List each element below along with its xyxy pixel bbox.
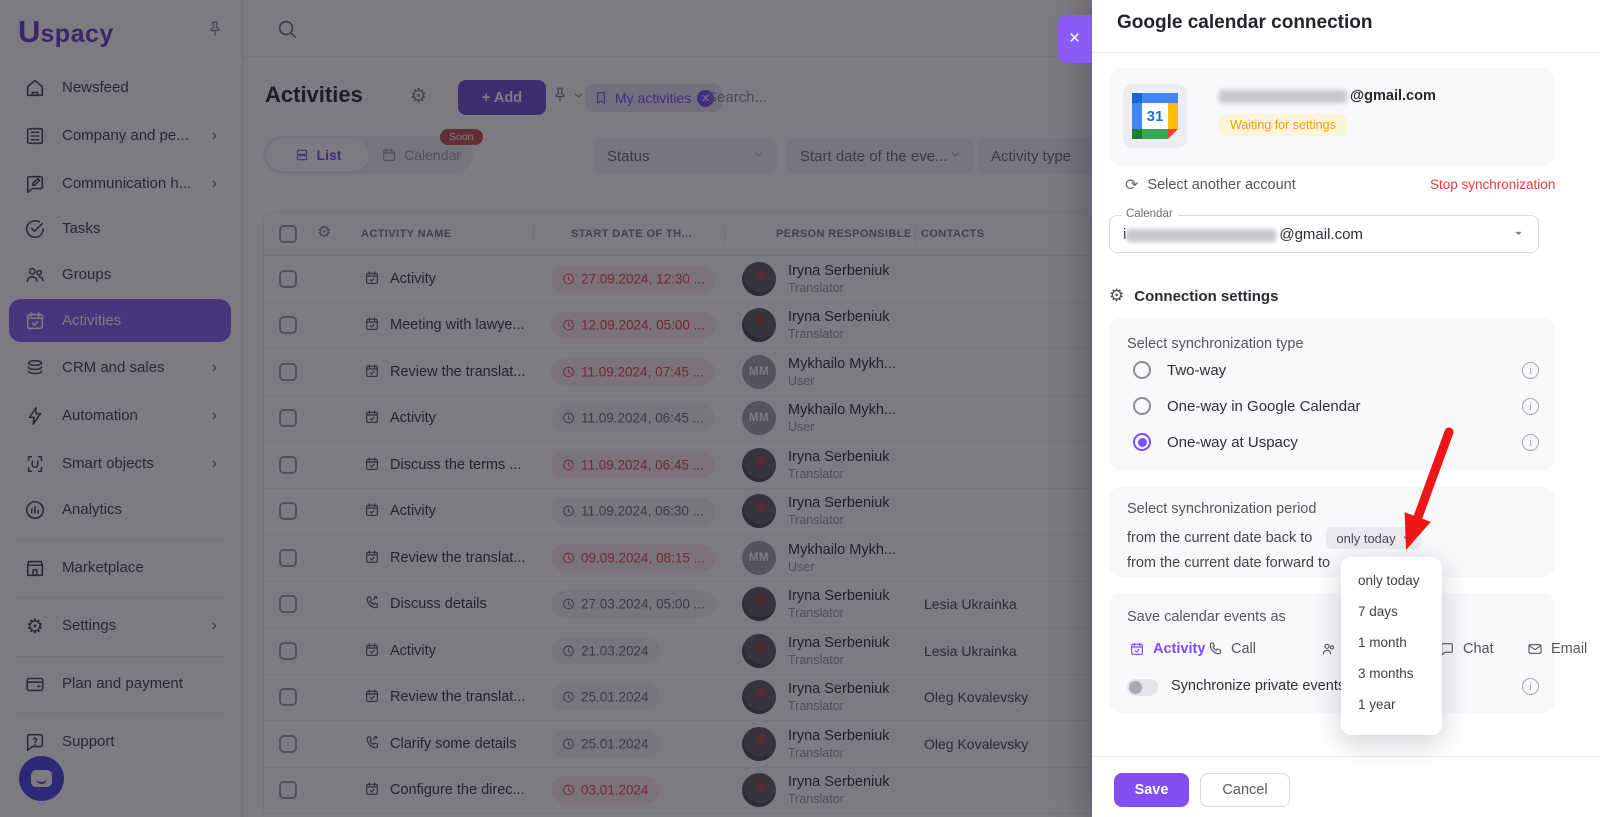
radio-icon — [1133, 397, 1151, 415]
divider — [1092, 52, 1600, 53]
close-panel-button[interactable]: × — [1057, 15, 1092, 63]
menu-item-7-days[interactable]: 7 days — [1358, 604, 1398, 619]
envelope-icon — [1528, 644, 1542, 654]
radio-icon — [1133, 361, 1151, 379]
radio-one-way-google[interactable]: One-way in Google Calendar — [1133, 397, 1360, 415]
account-email: @gmail.com — [1219, 88, 1436, 104]
radio-one-way-uspacy[interactable]: One-way at Uspacy — [1133, 433, 1298, 451]
menu-item-1-year[interactable]: 1 year — [1358, 697, 1396, 712]
period-back-row: from the current date back to only today — [1127, 527, 1421, 549]
people-icon — [1322, 643, 1335, 655]
redacted-text — [1126, 228, 1277, 242]
card-label: Save calendar events as — [1127, 609, 1286, 625]
private-events-toggle[interactable] — [1127, 679, 1158, 696]
info-icon[interactable]: i — [1522, 398, 1539, 415]
save-button[interactable]: Save — [1114, 773, 1189, 807]
close-icon: × — [1068, 28, 1081, 49]
sync-icon: ⟳ — [1125, 175, 1139, 194]
logo-number: 31 — [1142, 103, 1168, 129]
button-label: Select another account — [1147, 176, 1296, 193]
info-icon[interactable]: i — [1522, 678, 1539, 695]
menu-item-1-month[interactable]: 1 month — [1358, 635, 1407, 650]
stop-synchronization-button[interactable]: Stop synchronization — [1430, 177, 1556, 192]
selected-value: only today — [1336, 530, 1396, 546]
tab-call[interactable]: Call — [1207, 641, 1256, 657]
toggle-label: Synchronize private events — [1171, 678, 1346, 694]
google-calendar-panel: Google calendar connection 31 @gmail.com… — [1092, 0, 1600, 817]
radio-selected-icon — [1133, 433, 1151, 451]
calendar-select[interactable]: Calendar i @gmail.com — [1109, 208, 1539, 253]
divider — [1092, 756, 1600, 757]
info-icon[interactable]: i — [1522, 362, 1539, 379]
gear-icon: ⚙ — [1109, 286, 1125, 306]
modal-overlay[interactable] — [0, 0, 1092, 817]
chat-icon — [1441, 643, 1453, 656]
panel-title: Google calendar connection — [1117, 12, 1373, 33]
save-events-card: Save calendar events as Activity Call I … — [1109, 593, 1587, 713]
calendar-icon — [1131, 642, 1143, 655]
tab-chat[interactable]: Chat — [1439, 641, 1494, 657]
period-dropdown-menu: only today 7 days 1 month 3 months 1 yea… — [1341, 557, 1442, 735]
info-icon[interactable]: i — [1522, 434, 1539, 451]
field-label: Calendar — [1121, 208, 1178, 220]
card-label: Select synchronization period — [1127, 501, 1317, 517]
status-badge: Waiting for settings — [1219, 114, 1347, 136]
sync-period-card: Select synchronization period from the c… — [1109, 487, 1555, 577]
radio-two-way[interactable]: Two-way — [1133, 361, 1226, 379]
chevron-down-icon — [1512, 227, 1525, 245]
menu-item-3-months[interactable]: 3 months — [1358, 666, 1414, 681]
select-another-account-button[interactable]: ⟳ Select another account — [1125, 175, 1296, 194]
phone-icon — [1209, 642, 1221, 655]
sync-type-card: Select synchronization type Two-way One-… — [1109, 318, 1555, 470]
calendar-value: i @gmail.com — [1123, 226, 1363, 243]
google-calendar-logo: 31 — [1123, 84, 1187, 148]
tab-email[interactable]: Email — [1527, 641, 1587, 657]
account-card: 31 @gmail.com Waiting for settings — [1109, 68, 1555, 165]
redacted-text — [1219, 89, 1347, 103]
period-forward-row: from the current date forward to — [1127, 555, 1331, 571]
cancel-button[interactable]: Cancel — [1200, 773, 1290, 807]
connection-settings-heading: ⚙ Connection settings — [1109, 286, 1279, 306]
card-label: Select synchronization type — [1127, 336, 1304, 352]
menu-item-only-today[interactable]: only today — [1358, 573, 1420, 588]
tab-activity[interactable]: Activity — [1129, 641, 1205, 657]
period-back-select[interactable]: only today — [1326, 527, 1421, 549]
chevron-down-icon — [1403, 535, 1411, 541]
